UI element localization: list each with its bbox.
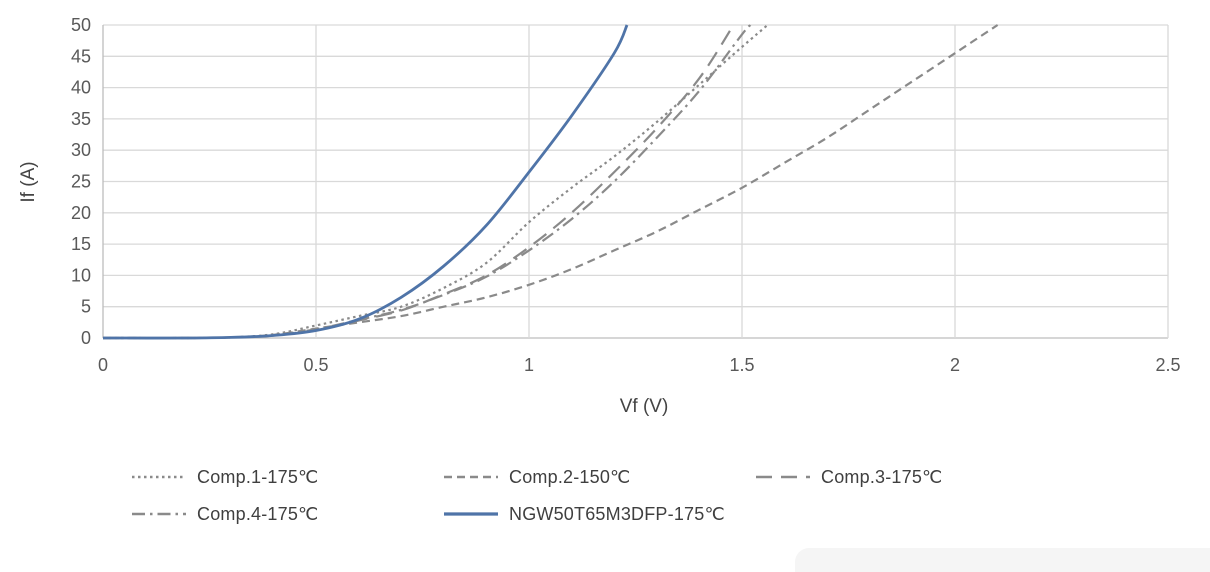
gridlines [102, 24, 1169, 339]
legend-line-sample-comp2 [444, 475, 498, 479]
y-tick-label: 35 [71, 109, 91, 129]
axis-ticks: 0 5 10 15 20 25 30 35 40 45 50 0 0.5 1 1.5 2 2.5 [71, 15, 1181, 375]
legend-item-comp3: Comp.3-175℃ [754, 464, 1066, 490]
y-tick-label: 10 [71, 265, 91, 285]
y-axis-title: If (A) [18, 161, 39, 202]
y-tick-label: 45 [71, 46, 91, 66]
legend-label-comp1: Comp.1-175℃ [197, 466, 319, 487]
legend-label-ngw: NGW50T65M3DFP-175℃ [509, 503, 725, 524]
legend-label-comp2: Comp.2-150℃ [509, 466, 631, 487]
legend-line-sample-comp4 [132, 512, 186, 516]
legend-line-sample-comp3 [756, 475, 810, 479]
y-tick-label: 25 [71, 172, 91, 192]
legend-item-comp2: Comp.2-150℃ [442, 464, 754, 490]
x-tick-label: 2.5 [1155, 355, 1180, 375]
legend-item-ngw: NGW50T65M3DFP-175℃ [442, 501, 754, 527]
y-tick-label: 15 [71, 234, 91, 254]
x-tick-label: 0 [98, 355, 108, 375]
legend-label-comp3: Comp.3-175℃ [821, 466, 943, 487]
x-tick-label: 1 [524, 355, 534, 375]
curve-comp4 [102, 24, 752, 340]
x-tick-label: 1.5 [729, 355, 754, 375]
y-tick-label: 0 [81, 328, 91, 348]
legend-item-comp1: Comp.1-175℃ [130, 464, 442, 490]
y-tick-label: 30 [71, 140, 91, 160]
x-tick-label: 0.5 [303, 355, 328, 375]
legend-line-sample-comp1 [132, 475, 186, 479]
legend-item-comp4: Comp.4-175℃ [130, 501, 442, 527]
legend-label-comp4: Comp.4-175℃ [197, 503, 319, 524]
curve-ngw [102, 24, 629, 340]
x-axis-title: Vf (V) [620, 396, 669, 417]
data-curves [102, 24, 999, 340]
y-tick-label: 50 [71, 15, 91, 35]
legend-line-sample-ngw [444, 512, 498, 516]
y-tick-label: 40 [71, 78, 91, 98]
x-tick-label: 2 [950, 355, 960, 375]
chart-legend: Comp.1-175℃ Comp.2-150℃ Comp.3-175℃ Comp.4-… [130, 464, 1150, 527]
y-tick-label: 20 [71, 203, 91, 223]
background-artifact [795, 548, 1210, 572]
y-tick-label: 5 [81, 297, 91, 317]
